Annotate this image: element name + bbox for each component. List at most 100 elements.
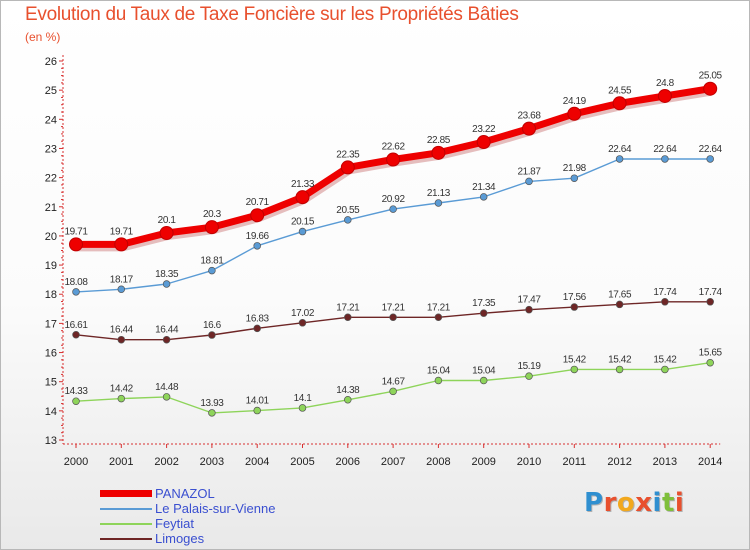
x-tick-label: 2014 [698, 456, 722, 468]
data-point [661, 365, 669, 374]
logo-letter: r [603, 488, 617, 518]
logo-letter: x [635, 488, 653, 518]
x-tick-label: 2005 [290, 456, 314, 468]
data-label: 20.15 [291, 217, 315, 228]
data-point [253, 406, 261, 415]
data-point [706, 298, 714, 306]
data-point [567, 106, 582, 121]
data-point [295, 190, 310, 205]
x-tick-label: 2002 [154, 456, 178, 468]
y-tick-label: 26 [45, 56, 57, 68]
data-point [479, 376, 488, 385]
data-point [615, 365, 624, 374]
data-point [706, 155, 714, 163]
data-label: 16.6 [203, 320, 222, 331]
data-point [340, 160, 355, 175]
data-label: 14.48 [155, 382, 179, 393]
y-tick-label: 14 [45, 406, 57, 418]
data-label: 23.22 [472, 124, 496, 135]
data-point [525, 372, 533, 380]
legend-swatch [100, 538, 152, 540]
y-tick-label: 13 [45, 435, 57, 447]
data-label: 20.92 [382, 194, 406, 205]
data-label: 19.71 [64, 226, 88, 237]
data-point [570, 303, 579, 311]
data-point [703, 81, 718, 96]
data-label: 15.19 [517, 361, 541, 372]
data-label: 14.33 [64, 386, 88, 397]
data-point [344, 396, 352, 404]
data-label: 15.42 [653, 354, 677, 365]
data-label: 16.83 [246, 313, 270, 324]
data-label: 22.85 [427, 135, 451, 146]
data-point [117, 394, 126, 403]
y-tick-label: 24 [45, 114, 57, 126]
legend-swatch [100, 523, 152, 525]
data-label: 15.42 [563, 354, 587, 365]
data-point [344, 313, 352, 322]
data-point [706, 358, 714, 367]
unit-label: (en %) [25, 30, 61, 44]
data-point [208, 409, 216, 417]
data-point [298, 319, 307, 327]
data-label: 23.68 [517, 111, 541, 122]
data-point [479, 309, 488, 317]
data-point [117, 285, 126, 294]
data-label: 15.42 [608, 354, 632, 365]
proxiti-logo: Proxiti [584, 488, 684, 518]
x-tick-label: 2013 [653, 456, 677, 468]
data-label: 17.74 [653, 287, 677, 298]
data-point [434, 199, 443, 207]
logo-letter: P [584, 488, 604, 518]
data-point [657, 88, 672, 103]
data-point [117, 335, 126, 344]
data-point [661, 155, 669, 163]
data-point [208, 331, 216, 339]
data-point [615, 300, 624, 309]
data-label: 14.1 [294, 393, 313, 404]
data-label: 22.62 [382, 142, 406, 153]
data-label: 18.81 [200, 256, 224, 267]
logo-letter: o [616, 488, 636, 518]
data-point [389, 205, 397, 213]
legend-label: Feytiat [155, 516, 195, 531]
data-point [570, 174, 579, 182]
data-point [389, 313, 397, 322]
data-point [162, 335, 171, 344]
data-label: 15.04 [472, 366, 496, 377]
data-label: 22.64 [608, 144, 632, 155]
data-label: 17.21 [427, 302, 451, 313]
logo-letter: i [674, 488, 685, 518]
data-label: 14.42 [110, 384, 134, 395]
data-point [159, 226, 174, 241]
y-tick-label: 25 [45, 85, 57, 97]
data-label: 24.19 [563, 96, 587, 107]
data-point [162, 393, 171, 401]
legend-swatch [100, 490, 152, 497]
data-label: 16.44 [110, 325, 134, 336]
logo-letter: i [652, 488, 662, 518]
data-label: 16.44 [155, 325, 179, 336]
data-point [615, 155, 624, 163]
data-label: 17.74 [699, 287, 723, 298]
data-label: 17.65 [608, 289, 632, 300]
data-label: 22.64 [653, 144, 677, 155]
data-label: 18.17 [110, 274, 134, 285]
legend-label: Le Palais-sur-Vienne [155, 501, 276, 516]
x-tick-label: 2009 [471, 456, 495, 468]
data-label: 22.35 [336, 149, 360, 160]
y-tick-label: 19 [45, 260, 57, 272]
x-tick-label: 2011 [562, 456, 586, 468]
data-point [72, 331, 80, 339]
x-tick-label: 2006 [336, 456, 360, 468]
data-label: 21.87 [517, 166, 541, 177]
data-label: 20.1 [158, 215, 177, 226]
data-point [344, 216, 352, 224]
data-point [661, 298, 669, 306]
data-label: 14.01 [246, 396, 270, 407]
data-point [522, 121, 536, 136]
data-point [72, 397, 80, 405]
x-tick-label: 2007 [381, 456, 405, 468]
